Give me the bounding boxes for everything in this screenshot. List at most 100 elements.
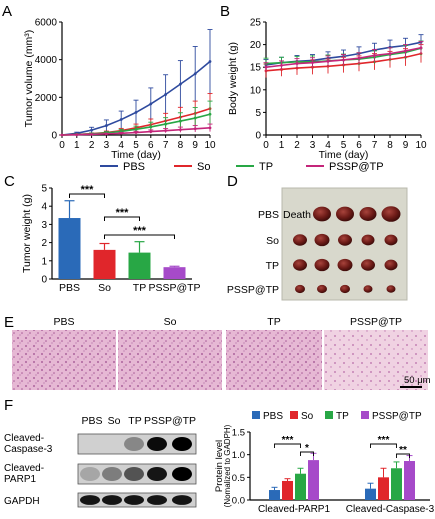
significance-bracket [104, 216, 140, 221]
band-label-line1: Cleaved- [4, 433, 44, 444]
x-tick-label: 9 [192, 140, 198, 151]
y-tick-label: 4000 [35, 55, 58, 66]
blot-band [102, 495, 122, 505]
x-tick-label: 7 [372, 140, 378, 151]
data-point [373, 54, 376, 57]
data-point [419, 46, 423, 50]
data-point [326, 59, 330, 63]
data-point [295, 62, 299, 65]
data-point [134, 131, 138, 134]
y-axis-label: Tumor weight (g) [21, 194, 33, 273]
data-point [357, 56, 361, 60]
histology-label-PBS: PBS [53, 316, 74, 328]
bar-Cleaved-PARP1-TP [295, 473, 306, 500]
data-point [342, 58, 345, 62]
panel-label-c: C [4, 173, 15, 190]
band-label-line2: PARP1 [4, 474, 36, 485]
photo-row-label-TP: TP [266, 260, 279, 272]
legend-swatch-So [290, 411, 298, 419]
significance-label: *** [116, 207, 130, 219]
bar-Cleaved-PARP1-PSSP@TP [308, 460, 319, 500]
tumor-specimen [384, 234, 398, 246]
x-tick-label: 1 [74, 140, 80, 151]
x-tick-label: 10 [415, 140, 427, 151]
photo-row-label-So: So [266, 235, 279, 247]
data-point [105, 124, 108, 127]
tumor-specimen [384, 259, 398, 271]
data-point [75, 133, 79, 137]
tumor-specimen [293, 234, 307, 246]
bar-Cleaved-PARP1-PBS [269, 490, 280, 500]
tumor-specimen [340, 284, 350, 294]
x-tick-label: 8 [178, 140, 184, 151]
tumor-specimen [314, 258, 330, 272]
tumor-specimen [337, 258, 353, 272]
panel-label-a: A [2, 3, 12, 20]
x-tick-label: 8 [387, 140, 393, 151]
bar-Cleaved-Caspase-3-PSSP@TP [404, 461, 415, 500]
blot-band [172, 495, 192, 505]
x-tick-label: 0 [263, 140, 269, 151]
y-axis-label: Body weight (g) [227, 42, 239, 115]
legend-label-So: So [301, 411, 314, 422]
y-tick-label: 6000 [35, 18, 58, 29]
y-tick-label: 4 [41, 202, 47, 213]
blot-band [124, 495, 144, 505]
bar-TP [128, 252, 151, 279]
x-tick-label: Cleaved-PARP1 [258, 504, 331, 515]
histology-image-So [118, 330, 222, 390]
y-tick-label: 1.5 [232, 428, 245, 439]
death-label: Death [283, 209, 311, 221]
significance-bracket [300, 451, 314, 456]
data-point [149, 102, 153, 106]
y-tick-label: 10 [250, 85, 262, 96]
chart-f-protein-level: 0.0 0.5 1.0 1.5 Protein level(Nomalized to G… [214, 411, 435, 515]
blot-band [147, 437, 167, 451]
legend-label-PSSP@TP: PSSP@TP [372, 411, 422, 422]
x-tick-label: 7 [163, 140, 169, 151]
panel-label-d: D [227, 173, 238, 190]
x-tick-label: 2 [294, 140, 300, 151]
x-axis-label: Time (day) [319, 149, 369, 161]
y-tick-label: 0 [41, 275, 47, 286]
tumor-specimen [295, 284, 305, 294]
data-point [149, 130, 153, 134]
y-axis-label: Tumor volume (mm³) [23, 30, 35, 128]
data-point [208, 112, 212, 116]
data-point [149, 125, 153, 129]
western-blot: PBS So TP PSSP@TPCleaved-Caspase-3Cleaved-P… [4, 415, 197, 508]
tumor-specimen [314, 233, 330, 247]
data-point [280, 63, 283, 67]
bar-PSSP@TP [163, 267, 186, 279]
data-point [164, 122, 168, 126]
histology-image-PSSP@TP [324, 330, 428, 390]
panel-label-b: B [220, 3, 230, 20]
y-tick-label: 2 [41, 238, 47, 249]
blot-band [124, 467, 144, 481]
data-point [264, 65, 268, 69]
bar-Cleaved-Caspase-3-PBS [365, 488, 376, 500]
data-point [208, 60, 212, 63]
histology-image-TP [226, 330, 322, 390]
significance-bracket [69, 193, 105, 198]
y-tick-label: 20 [250, 40, 262, 51]
legend-label-TP: TP [336, 411, 349, 422]
x-tick-label: 6 [148, 140, 154, 151]
blot-band [172, 437, 192, 451]
y-tick-label: 5 [41, 184, 47, 195]
blot-strip [77, 433, 197, 455]
bar-Cleaved-PARP1-So [282, 480, 293, 500]
x-tick-label: 10 [204, 140, 216, 151]
tumor-specimen [317, 284, 327, 294]
x-tick-label: Cleaved-Caspase-3 [346, 504, 435, 515]
data-point [388, 52, 392, 56]
legend-label-PSSP@TP: PSSP@TP [329, 161, 384, 173]
tumor-specimen [336, 206, 354, 222]
tumor-specimen [293, 259, 307, 271]
blot-band [147, 467, 167, 481]
panel-label-f: F [4, 397, 13, 414]
significance-label: * [305, 443, 309, 454]
